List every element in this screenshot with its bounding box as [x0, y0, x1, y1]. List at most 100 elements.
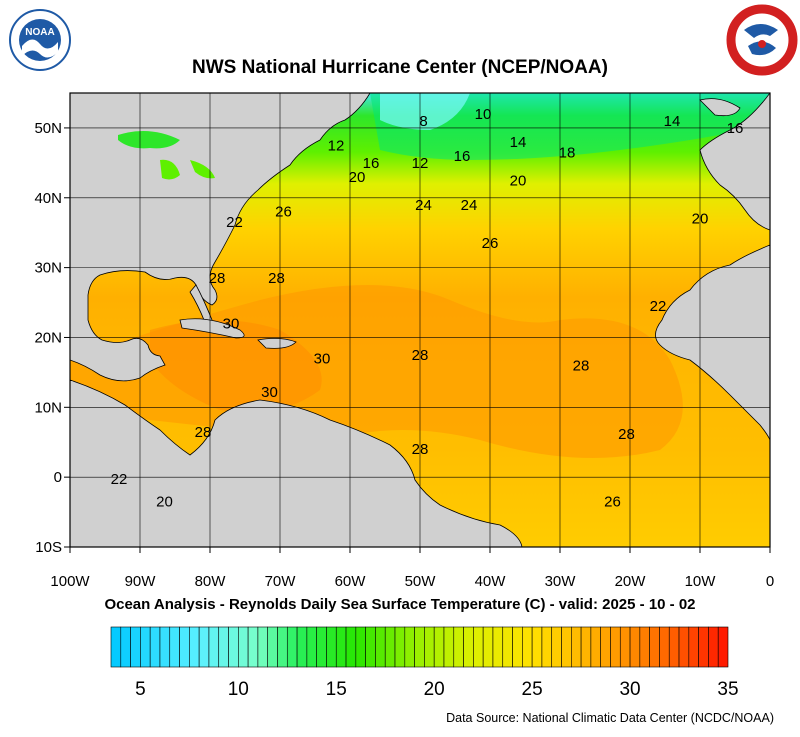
nws-logo: [726, 4, 798, 76]
lon-tick-label: 70W: [265, 573, 297, 590]
colorbar-cell: [198, 626, 210, 668]
contour-label: 28: [209, 270, 226, 287]
colorbar-cell: [394, 626, 406, 668]
contour-label: 16: [363, 155, 380, 172]
colorbar-cell: [159, 626, 171, 668]
colorbar-cell: [531, 626, 543, 668]
longitude-tick-labels: 100W 90W 80W 70W 60W 50W 40W 30W 20W 10W 0: [50, 573, 774, 590]
colorbar-cell: [610, 626, 621, 668]
contour-label: 26: [275, 204, 292, 221]
colorbar-cell: [678, 626, 690, 668]
land-north-america: [70, 93, 371, 382]
colorbar-cell: [218, 626, 229, 668]
contour-label: 28: [573, 357, 590, 374]
colorbar-cell: [502, 626, 513, 668]
colorbar-cell: [110, 626, 122, 668]
colorbar-cell: [306, 626, 317, 668]
contour-label: 30: [223, 315, 240, 332]
data-source-note: Data Source: National Climatic Data Cent…: [446, 711, 774, 725]
contour-label: 14: [510, 134, 527, 151]
lat-tick-label: 10S: [35, 539, 62, 556]
land-africa: [655, 244, 770, 441]
colorbar-cell: [296, 626, 308, 668]
lon-tick-label: 30W: [545, 573, 577, 590]
lat-tick-label: 30N: [34, 260, 62, 277]
contour-label: 28: [268, 270, 285, 287]
colorbar-tick-label: 20: [424, 679, 445, 700]
contour-label: 28: [412, 441, 429, 458]
chart-title: NWS National Hurricane Center (NCEP/NOAA…: [192, 57, 608, 78]
land-south-america: [70, 379, 523, 547]
colorbar-cell: [414, 626, 425, 668]
colorbar-tick-label: 25: [522, 679, 543, 700]
colorbar-tick-label: 15: [326, 679, 347, 700]
map-subtitle: Ocean Analysis - Reynolds Daily Sea Surf…: [104, 596, 696, 613]
colorbar-cell: [189, 626, 200, 668]
lat-tick-label: 20N: [34, 329, 62, 346]
colorbar-cell: [433, 626, 445, 668]
map-frame: [69, 92, 771, 548]
colorbar: [110, 626, 729, 668]
colorbar-tick-label: 10: [228, 679, 249, 700]
colorbar-cell: [453, 626, 464, 668]
colorbar-cell: [541, 626, 553, 668]
lat-tick-label: 0: [54, 469, 62, 486]
lon-tick-label: 10W: [685, 573, 717, 590]
land-british-isles: [699, 98, 741, 117]
colorbar-cell: [424, 626, 435, 668]
colorbar-cell: [365, 626, 376, 668]
lake-superior: [118, 131, 180, 149]
contour-label: 20: [349, 169, 366, 186]
colorbar-cell: [375, 626, 386, 668]
land-europe: [699, 93, 770, 231]
colorbar-tick-label: 5: [135, 679, 146, 700]
colorbar-cell: [717, 626, 729, 668]
lon-tick-label: 40W: [475, 573, 507, 590]
lon-tick-label: 80W: [195, 573, 227, 590]
cold-band-north: [370, 93, 770, 160]
noaa-logo-text: NOAA: [25, 27, 54, 38]
contour-label: 30: [314, 350, 331, 367]
colorbar-cell: [668, 626, 680, 668]
nws-logo-cloud-icon: [744, 24, 778, 38]
lat-tick-label: 50N: [34, 120, 62, 137]
colorbar-cell: [277, 626, 288, 668]
colorbar-cell: [463, 626, 474, 668]
noaa-logo-bird-icon: [22, 39, 58, 58]
lat-tick-label: 10N: [34, 399, 62, 416]
contour-label: 12: [412, 155, 429, 172]
contour-label: 22: [650, 298, 667, 315]
contour-label: 16: [454, 148, 471, 165]
colorbar-tick-label: 35: [717, 679, 738, 700]
colorbar-cell: [326, 626, 337, 668]
contour-label: 28: [412, 347, 429, 364]
contour-label: 14: [664, 113, 681, 130]
lon-tick-label: 20W: [615, 573, 647, 590]
colorbar-cell: [659, 626, 670, 668]
colorbar-tick-label: 30: [619, 679, 640, 700]
nws-logo-eye-icon: [758, 40, 766, 48]
colorbar-cell: [492, 626, 504, 668]
land-cuba: [179, 318, 245, 339]
lon-tick-label: 100W: [50, 573, 90, 590]
contour-label: 28: [618, 426, 635, 443]
colorbar-cell: [257, 626, 268, 668]
nws-logo-storm-icon: [748, 41, 776, 56]
lat-tick-label: 40N: [34, 190, 62, 207]
colorbar-cell: [335, 626, 347, 668]
contour-label: 20: [156, 494, 173, 511]
colorbar-cell: [561, 626, 572, 668]
colorbar-cell: [179, 626, 190, 668]
contour-label: 12: [328, 137, 345, 154]
contour-label: 26: [482, 235, 499, 252]
colorbar-cell: [629, 626, 641, 668]
colorbar-cell: [247, 626, 259, 668]
colorbar-cell: [473, 626, 484, 668]
colorbar-cell: [571, 626, 582, 668]
contour-label: 24: [461, 197, 478, 214]
colorbar-cell: [619, 626, 631, 668]
noaa-logo: NOAA: [9, 9, 71, 71]
lon-tick-label: 90W: [125, 573, 157, 590]
colorbar-cell: [169, 626, 180, 668]
colorbar-cell: [600, 626, 611, 668]
